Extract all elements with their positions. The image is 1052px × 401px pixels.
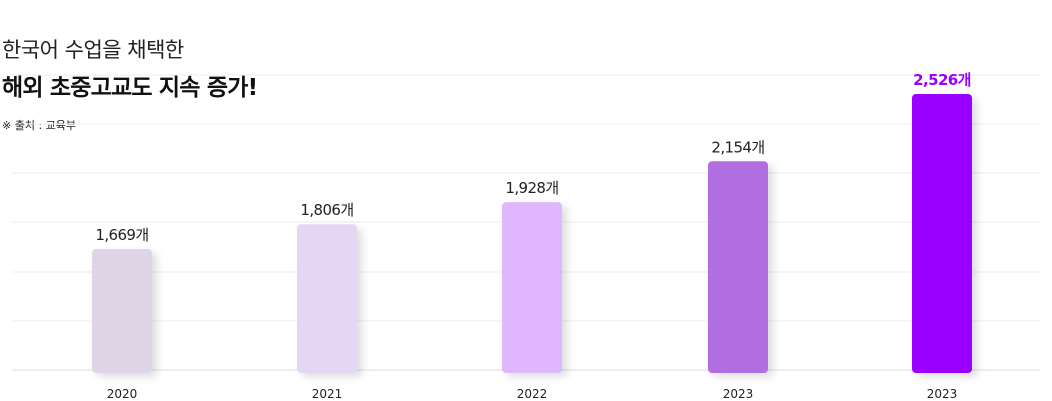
x-tick-label: 2023 <box>723 387 754 401</box>
bar-2022-2 <box>502 202 562 373</box>
chart-title-line1: 한국어 수업을 채택한 <box>2 38 184 62</box>
value-label: 2,526개 <box>913 71 971 89</box>
x-axis-ticks: 2020 2021 2022 2023 2023 <box>107 387 958 401</box>
value-labels: 1,669개 1,806개 1,928개 2,154개 2,526개 <box>95 71 971 244</box>
bar-2023-4 <box>912 94 972 373</box>
chart-title-line2: 해외 초중고교도 지속 증가! <box>2 75 258 101</box>
x-tick-label: 2023 <box>927 387 958 401</box>
x-tick-label: 2022 <box>517 387 548 401</box>
x-tick-label: 2020 <box>107 387 138 401</box>
source-note: ※ 출처 : 교육부 <box>2 119 77 132</box>
value-label: 1,669개 <box>95 226 148 244</box>
value-label: 1,928개 <box>505 179 558 197</box>
value-label: 2,154개 <box>711 138 764 156</box>
value-label: 1,806개 <box>300 201 353 219</box>
bar-2020-0 <box>92 249 152 373</box>
x-tick-label: 2021 <box>312 387 343 401</box>
bar-2021-1 <box>297 224 357 373</box>
bar-2023-3 <box>708 161 768 373</box>
bars <box>92 94 972 373</box>
